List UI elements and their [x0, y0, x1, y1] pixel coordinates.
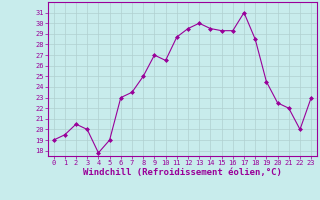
X-axis label: Windchill (Refroidissement éolien,°C): Windchill (Refroidissement éolien,°C) [83, 168, 282, 177]
